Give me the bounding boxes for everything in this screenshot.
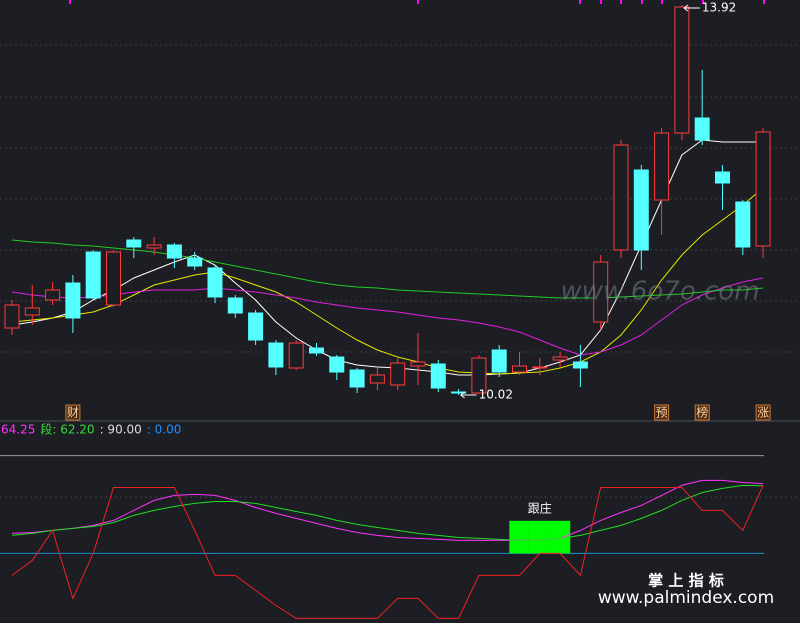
watermark-title: 掌 上 指 标	[648, 572, 724, 590]
watermark-url: www.palmindex.com	[598, 588, 774, 608]
indicator-line	[11, 485, 764, 619]
candle-body	[45, 289, 61, 301]
legend-item: : 0.00	[147, 423, 182, 437]
event-label: 财	[67, 406, 79, 420]
bar	[509, 520, 530, 554]
candle-body	[309, 347, 324, 354]
candle-body	[715, 171, 730, 184]
arrow	[460, 391, 477, 399]
arrow	[683, 4, 700, 12]
candle-body	[654, 132, 670, 201]
legend-item: : 90.00	[100, 423, 142, 437]
indicator-line	[11, 479, 764, 541]
candle-body	[390, 362, 406, 386]
moving-average	[11, 277, 764, 356]
bar	[529, 520, 550, 554]
candle-body	[85, 251, 101, 299]
candle-body	[65, 282, 81, 319]
candle-body	[248, 312, 264, 341]
candle-body	[207, 267, 223, 298]
extreme-label: 10.02	[479, 388, 513, 402]
candle-body	[4, 304, 20, 329]
bar-label: 跟庄	[528, 500, 552, 515]
candle-body	[187, 257, 203, 267]
candle-body	[166, 244, 182, 259]
candle-body	[735, 201, 751, 248]
candle-body	[288, 342, 304, 369]
candle-body	[633, 169, 649, 251]
legend-item: 64.25	[1, 423, 35, 437]
candle-body	[572, 361, 588, 369]
top-ticks	[69, 0, 765, 4]
candle-body	[674, 6, 690, 134]
candle-body	[593, 261, 609, 323]
event-box	[755, 404, 771, 421]
candle-body	[349, 369, 365, 388]
candle-body	[552, 356, 568, 361]
candle-body	[329, 356, 345, 373]
event-label: 预	[656, 406, 668, 420]
candle-body	[451, 391, 467, 394]
candle-body	[410, 361, 426, 367]
candle-body	[126, 239, 142, 248]
event-box	[654, 404, 670, 421]
candle-body	[512, 365, 527, 373]
candle-body	[755, 131, 771, 247]
legend-item: 段: 62.20	[40, 422, 94, 437]
bar	[549, 520, 571, 554]
candle-body	[268, 342, 284, 368]
watermark: www.6o7o.com	[560, 277, 759, 307]
extreme-label: 13.92	[702, 1, 736, 15]
candle-body	[471, 357, 487, 394]
candle-body	[613, 144, 629, 251]
indicator-line	[11, 484, 764, 541]
event-label: 涨	[757, 405, 769, 420]
candle-body	[430, 363, 446, 389]
moving-average	[11, 139, 764, 376]
candle-body	[106, 251, 121, 306]
event-box	[694, 404, 710, 421]
candle-body	[532, 366, 548, 369]
event-box	[65, 404, 81, 421]
candle-body	[694, 117, 710, 141]
candle-body	[227, 297, 243, 314]
event-label: 榜	[696, 405, 708, 420]
candle-body	[369, 374, 385, 384]
candle-body	[491, 349, 507, 373]
moving-average	[11, 239, 764, 299]
candle-body	[24, 307, 40, 316]
moving-average	[11, 187, 764, 375]
candle-body	[146, 244, 162, 249]
